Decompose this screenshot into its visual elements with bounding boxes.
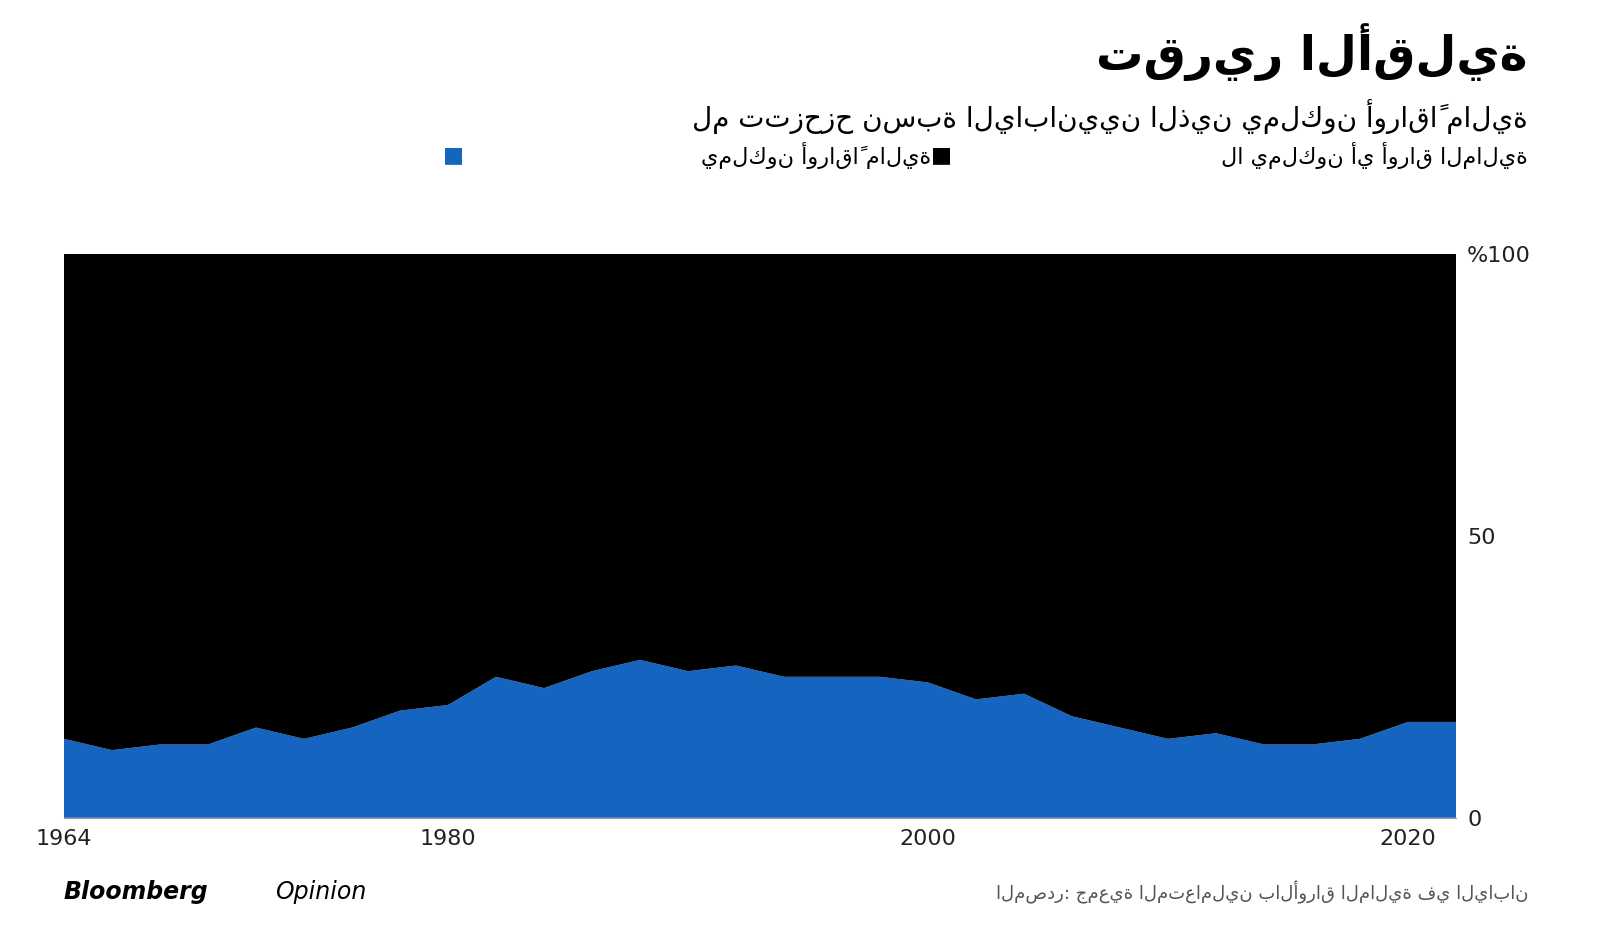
Text: يملكون أوراقاً مالية: يملكون أوراقاً مالية	[701, 142, 931, 168]
Text: Opinion: Opinion	[275, 880, 366, 904]
Text: ■: ■	[443, 145, 464, 165]
Text: لا يملكون أي أوراق المالية: لا يملكون أي أوراق المالية	[1221, 142, 1528, 168]
Text: المصدر: جمعية المتعاملين بالأوراق المالية في اليابان: المصدر: جمعية المتعاملين بالأوراق المالي…	[995, 881, 1528, 904]
Text: ■: ■	[931, 145, 952, 165]
Text: Bloomberg: Bloomberg	[64, 880, 208, 904]
Text: لم تتزحزح نسبة اليابانيين الذين يملكون أوراقاً مالية: لم تتزحزح نسبة اليابانيين الذين يملكون أ…	[693, 99, 1528, 133]
Text: تقرير الأقلية: تقرير الأقلية	[1096, 24, 1528, 82]
